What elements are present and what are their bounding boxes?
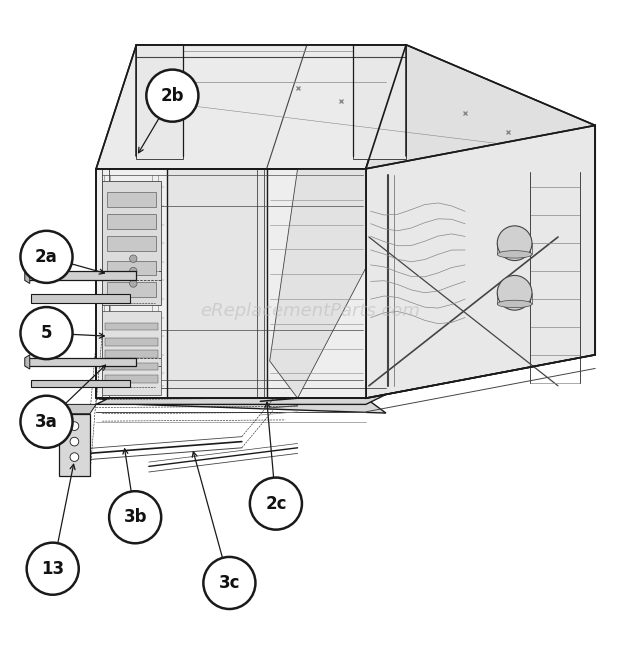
Text: 3c: 3c	[219, 574, 240, 592]
Text: 5: 5	[41, 324, 52, 342]
Text: 2a: 2a	[35, 248, 58, 266]
Polygon shape	[107, 282, 156, 297]
Polygon shape	[96, 45, 406, 169]
Circle shape	[130, 267, 137, 275]
Circle shape	[146, 69, 198, 121]
Polygon shape	[267, 169, 366, 398]
Text: 3b: 3b	[123, 508, 147, 526]
Text: eReplacementParts.com: eReplacementParts.com	[200, 302, 420, 320]
Text: 2b: 2b	[161, 86, 184, 105]
Polygon shape	[105, 376, 158, 383]
Text: 3a: 3a	[35, 412, 58, 431]
Polygon shape	[270, 169, 366, 398]
Polygon shape	[96, 398, 386, 413]
Circle shape	[20, 396, 73, 447]
Polygon shape	[167, 169, 267, 398]
Circle shape	[20, 307, 73, 359]
Ellipse shape	[497, 300, 532, 308]
Polygon shape	[59, 414, 90, 476]
Polygon shape	[105, 338, 158, 345]
Polygon shape	[96, 169, 366, 398]
Circle shape	[70, 438, 79, 446]
Polygon shape	[107, 214, 156, 229]
Polygon shape	[25, 358, 136, 366]
Circle shape	[27, 543, 79, 595]
Polygon shape	[25, 355, 30, 369]
Circle shape	[20, 231, 73, 283]
Circle shape	[203, 557, 255, 609]
Circle shape	[70, 453, 79, 461]
Polygon shape	[96, 395, 386, 405]
Polygon shape	[353, 45, 406, 159]
Circle shape	[497, 226, 532, 261]
Circle shape	[130, 280, 137, 287]
Circle shape	[130, 255, 137, 263]
Ellipse shape	[497, 251, 532, 258]
Polygon shape	[366, 45, 595, 169]
Polygon shape	[31, 294, 130, 303]
Polygon shape	[102, 312, 161, 395]
Polygon shape	[105, 350, 158, 358]
Polygon shape	[136, 45, 183, 159]
Polygon shape	[105, 363, 158, 370]
Text: 13: 13	[41, 560, 64, 578]
Polygon shape	[25, 271, 136, 280]
Polygon shape	[107, 261, 156, 275]
Polygon shape	[25, 268, 30, 284]
Polygon shape	[107, 236, 156, 251]
Polygon shape	[366, 125, 595, 398]
Circle shape	[250, 478, 302, 529]
Polygon shape	[102, 182, 161, 305]
Polygon shape	[59, 405, 96, 414]
Polygon shape	[107, 192, 156, 207]
Circle shape	[109, 491, 161, 543]
Polygon shape	[31, 379, 130, 387]
Polygon shape	[105, 323, 158, 330]
Circle shape	[70, 422, 79, 430]
Circle shape	[497, 275, 532, 310]
Text: 2c: 2c	[265, 494, 286, 513]
